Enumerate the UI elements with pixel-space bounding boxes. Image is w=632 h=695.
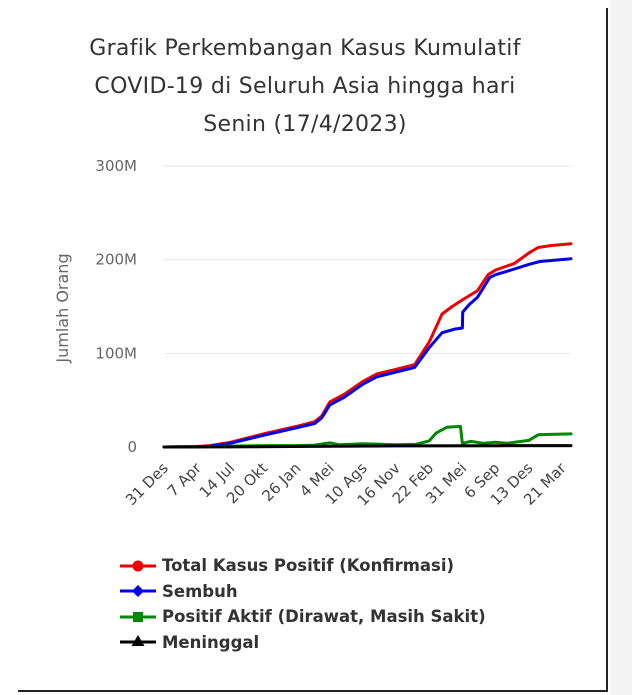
chart-title-line-3: Senin (17/4/2023) <box>203 112 407 137</box>
chart-frame <box>18 8 608 692</box>
legend-item[interactable]: Sembuh <box>118 579 486 605</box>
legend-label: Total Kasus Positif (Konfirmasi) <box>162 556 455 576</box>
y-tick-label: 100M <box>95 344 137 362</box>
chart-title-line-1: Grafik Perkembangan Kasus Kumulatif <box>89 36 521 61</box>
diamond-marker-icon <box>120 585 156 598</box>
legend-label: Sembuh <box>162 581 238 601</box>
right-scroll-strip <box>610 0 632 695</box>
legend-label: Meninggal <box>162 632 260 652</box>
triangle-marker-icon <box>120 635 156 647</box>
circle-marker-icon <box>120 560 156 572</box>
legend-item[interactable]: Meninggal <box>118 630 486 656</box>
series-lines <box>162 242 573 449</box>
series-line <box>162 242 573 449</box>
chart-legend: Total Kasus Positif (Konfirmasi) Sembuh Po… <box>118 553 486 655</box>
square-marker-icon <box>120 611 156 622</box>
y-tick-label: 300M <box>95 157 137 175</box>
series-line <box>162 444 573 449</box>
x-tick-label: 7 Apr <box>164 459 206 501</box>
y-tick-label: 200M <box>95 251 137 269</box>
y-tick-label: 0 <box>127 438 137 456</box>
chart-title: Grafik Perkembangan Kasus Kumulatif COVI… <box>40 30 570 144</box>
y-axis-ticks: 0 100M 200M 300M <box>95 157 137 456</box>
chart-title-line-2: COVID-19 di Seluruh Asia hingga hari <box>94 74 516 99</box>
x-tick-label: 31 Des <box>122 459 172 509</box>
y-axis-label: Jumlah Orang <box>53 253 72 363</box>
gridlines <box>164 165 571 448</box>
legend-label: Positif Aktif (Dirawat, Masih Sakit) <box>162 607 486 627</box>
legend-item[interactable]: Total Kasus Positif (Konfirmasi) <box>118 553 486 579</box>
legend-item[interactable]: Positif Aktif (Dirawat, Masih Sakit) <box>118 604 486 630</box>
series-line <box>162 257 573 449</box>
